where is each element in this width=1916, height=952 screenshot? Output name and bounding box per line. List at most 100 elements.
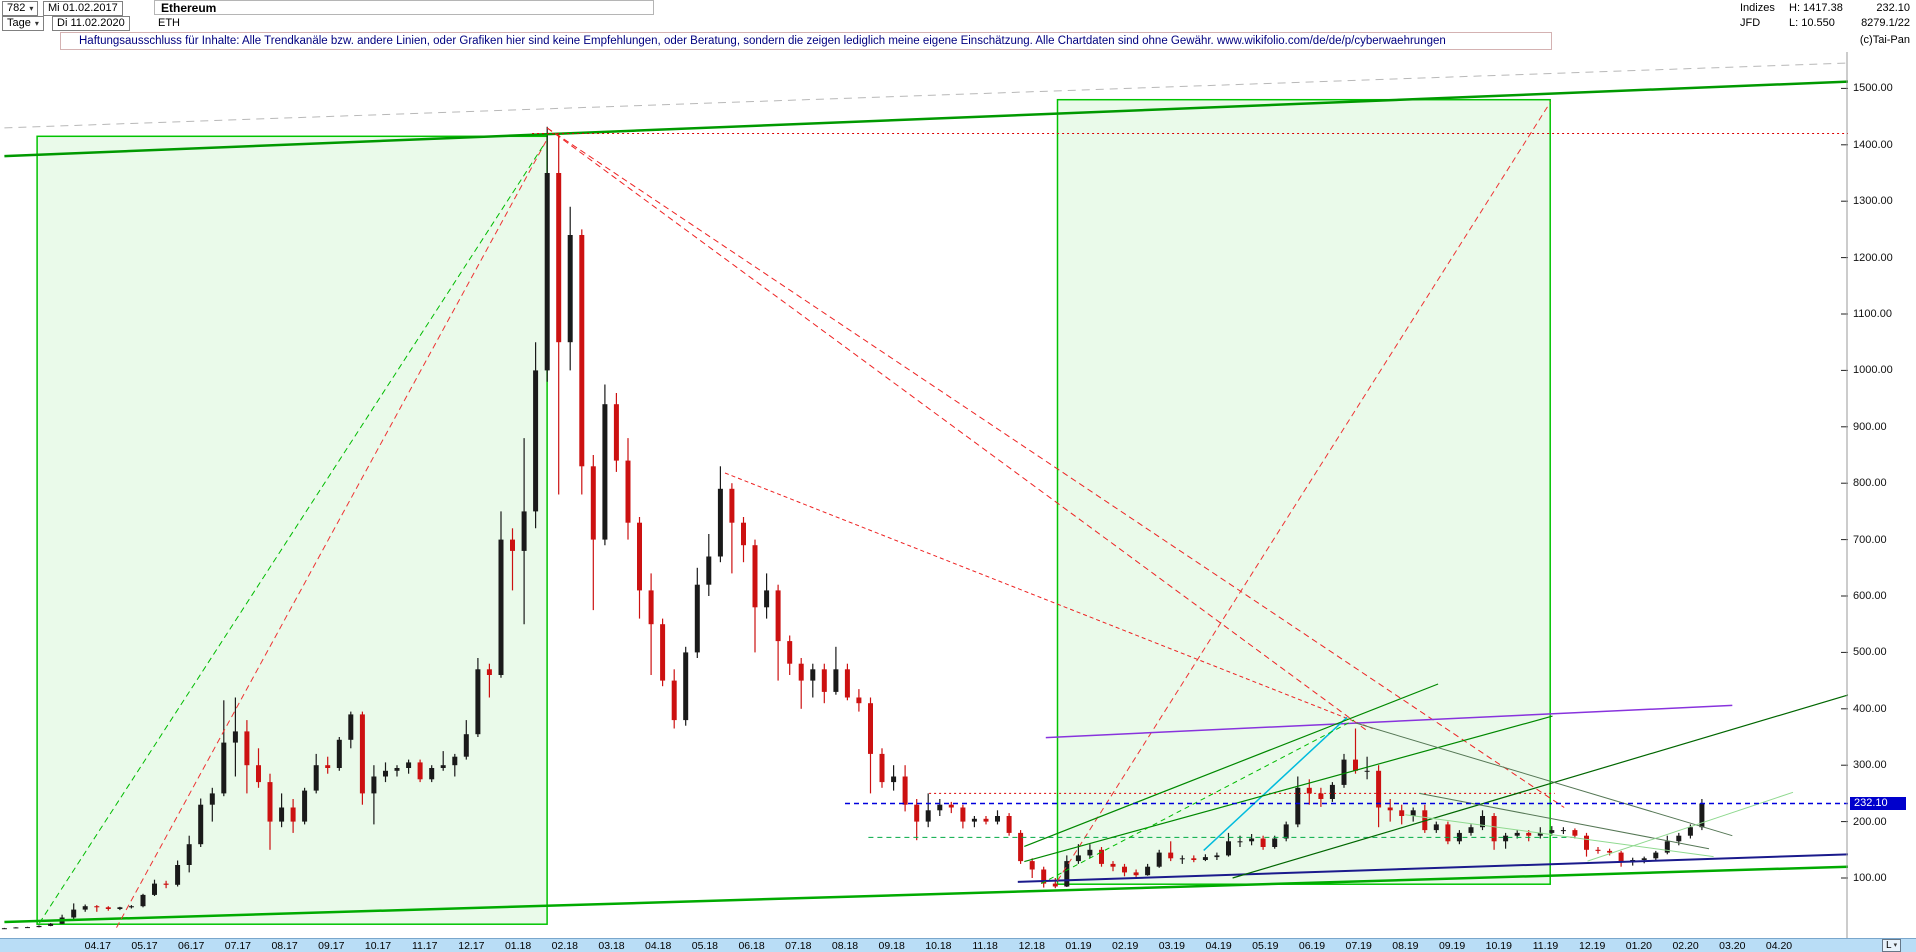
candle: [1202, 854, 1208, 862]
candle: [1018, 830, 1024, 864]
candle: [533, 342, 539, 529]
candle: [544, 126, 550, 382]
y-axis-label: 600.00: [1853, 590, 1887, 602]
candle: [232, 697, 238, 777]
candle: [279, 793, 285, 828]
candle: [1260, 835, 1266, 850]
candle: [671, 669, 677, 729]
x-axis-label: 04.17: [84, 940, 111, 952]
candle: [1399, 804, 1405, 825]
disclaimer-box: Haftungsausschluss für Inhalte: Alle Tre…: [60, 32, 1552, 50]
candle: [25, 926, 30, 929]
candle: [613, 393, 619, 472]
period-dropdown[interactable]: Tage ▾: [2, 16, 44, 31]
end-date-field[interactable]: Di 11.02.2020: [52, 16, 130, 31]
candle: [856, 689, 862, 712]
y-axis-label: 500.00: [1853, 646, 1887, 659]
x-axis-label: 03.18: [598, 940, 625, 952]
x-axis-label: 04.20: [1765, 940, 1793, 952]
candle: [556, 133, 562, 495]
current-price-tag: 232.10: [1850, 796, 1906, 810]
candle: [1410, 807, 1416, 822]
candle: [1295, 776, 1301, 828]
header-row-1: 782 ▾ Mi 01.02.2017 Ethereum Indizes H: …: [0, 0, 1916, 16]
candle: [648, 573, 654, 675]
candle: [1249, 834, 1255, 846]
candle: [336, 737, 342, 771]
candle: [348, 711, 354, 749]
chevron-down-icon: ▾: [29, 4, 34, 13]
x-axis-label: 04.19: [1205, 940, 1232, 952]
wedge-upper-line: [1355, 722, 1733, 837]
candle: [1549, 826, 1555, 836]
candle: [325, 756, 331, 774]
candle: [1364, 756, 1370, 780]
candle: [683, 646, 689, 726]
x-axis-label: 06.17: [178, 940, 205, 952]
x-axis-label: 05.18: [691, 940, 719, 952]
x-axis-label: 11.19: [1532, 940, 1559, 952]
scale-mode-label: L: [1886, 940, 1892, 951]
candle: [128, 905, 134, 909]
candle: [417, 759, 423, 783]
y-axis-label: 100.00: [1853, 872, 1887, 884]
candle: [117, 906, 123, 911]
x-axis-label: 12.18: [1018, 940, 1045, 952]
green-dashed-uptrend: [1040, 719, 1355, 885]
price-chart[interactable]: [0, 52, 1848, 938]
candle: [1468, 824, 1474, 836]
candle: [1595, 847, 1601, 854]
candle: [36, 925, 42, 928]
candle: [902, 765, 908, 812]
candle: [209, 787, 215, 822]
candle: [198, 798, 204, 847]
wedge-lower-line: [1419, 792, 1710, 850]
y-axis-label: 1000.00: [1853, 364, 1893, 377]
chart-plot-area: [0, 52, 1848, 938]
green-fan-line-1: [1024, 683, 1439, 847]
bars-count-value: 782: [7, 2, 26, 14]
x-axis-label: 10.18: [925, 940, 952, 952]
y-axis-label: 400.00: [1853, 702, 1887, 715]
candle: [798, 658, 804, 709]
candle: [1445, 821, 1451, 845]
x-axis-label: 05.19: [1252, 940, 1279, 952]
candles-layer: [1, 126, 1705, 930]
y-axis-label: 1100.00: [1853, 308, 1892, 320]
candle: [510, 528, 515, 591]
candle: [463, 720, 469, 760]
candle: [1353, 728, 1358, 774]
x-axis-label: 05.17: [131, 940, 158, 952]
candle: [221, 700, 227, 797]
y-axis-label: 800.00: [1853, 477, 1887, 490]
start-date-field[interactable]: Mi 01.02.2017: [43, 1, 123, 16]
candle: [833, 646, 839, 695]
candle: [163, 880, 169, 889]
candle: [1503, 832, 1509, 849]
candle: [995, 810, 1000, 825]
x-axis-label: 09.19: [1438, 940, 1466, 952]
candle: [971, 816, 977, 828]
navy-support-line: [1017, 853, 1848, 883]
candle: [590, 455, 596, 611]
bars-count-dropdown[interactable]: 782 ▾: [2, 1, 39, 16]
candle: [879, 748, 885, 788]
x-axis-label: 07.17: [224, 940, 252, 952]
x-axis-label: 02.18: [551, 940, 578, 952]
instrument-title-field[interactable]: Ethereum: [154, 0, 654, 15]
candle: [960, 804, 966, 829]
candle: [1480, 810, 1485, 831]
period-value: Tage: [7, 17, 31, 29]
candle: [1029, 858, 1035, 878]
candle: [1433, 821, 1439, 833]
candle: [175, 860, 181, 887]
indizes-label: Indizes: [1740, 2, 1775, 14]
scale-mode-button[interactable]: L ▾: [1882, 939, 1902, 952]
x-axis-label: 09.17: [318, 940, 345, 952]
upper-resistance-line: [4, 80, 1848, 158]
candle: [1075, 844, 1081, 864]
x-axis-label: 02.19: [1112, 940, 1139, 952]
candle: [406, 759, 412, 774]
x-axis-label: 11.18: [972, 940, 998, 952]
candle: [1329, 782, 1335, 802]
